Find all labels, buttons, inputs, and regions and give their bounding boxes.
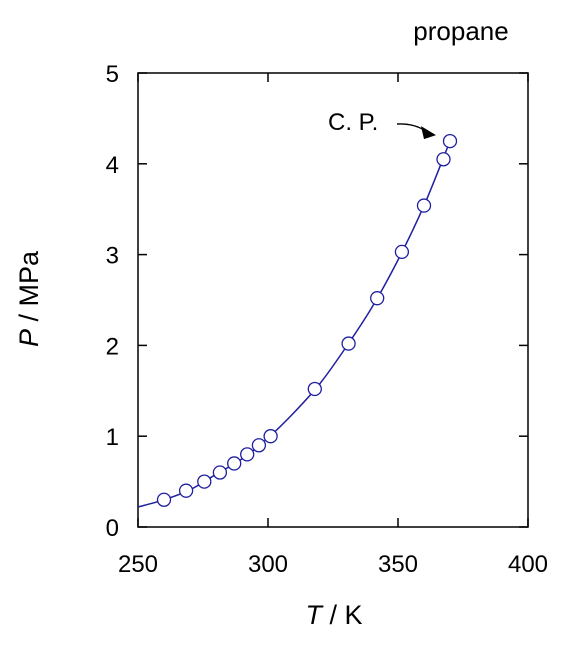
y-tick-label-1: 1 [106, 424, 119, 451]
data-point [227, 456, 242, 471]
data-points [156, 133, 458, 507]
fit-curve [137, 140, 451, 508]
x-tick-label-300: 300 [248, 551, 288, 578]
plot-frame [137, 72, 529, 528]
data-point [240, 447, 255, 462]
y-tick-label-3: 3 [106, 243, 119, 270]
data-point [251, 438, 267, 453]
y-tick-label-4: 4 [106, 152, 119, 179]
x-axis-symbol: T [305, 600, 324, 630]
y-tick-label-5: 5 [106, 61, 119, 88]
axis-ticks [137, 72, 529, 528]
y-axis-unit: / MPa [14, 250, 44, 329]
y-axis-label: P / MPa [14, 250, 44, 347]
x-tick-label-350: 350 [378, 551, 418, 578]
data-point [416, 198, 432, 213]
data-point [263, 429, 278, 444]
y-tick-labels: 0 1 2 3 4 5 [106, 61, 119, 542]
x-axis-label: T / K [305, 600, 362, 630]
y-tick-label-2: 2 [106, 333, 119, 360]
x-tick-label-250: 250 [118, 551, 158, 578]
data-point [394, 244, 410, 260]
plot-area [137, 72, 529, 528]
data-point [178, 483, 194, 498]
data-point [197, 474, 212, 489]
data-point [156, 492, 172, 507]
critical-point-annotation: C. P. [328, 109, 436, 140]
x-axis-unit: / K [322, 600, 363, 630]
critical-point-label: C. P. [328, 109, 378, 136]
x-tick-labels: 250 300 350 400 [118, 551, 548, 578]
data-point [436, 152, 451, 167]
x-tick-label-400: 400 [508, 551, 548, 578]
data-point [212, 465, 228, 480]
chart-title: propane [413, 16, 508, 46]
critical-point-arrowhead [421, 126, 436, 140]
data-point [442, 133, 458, 149]
data-point [341, 336, 356, 351]
data-point [370, 291, 385, 306]
y-tick-label-0: 0 [106, 515, 119, 542]
y-axis-symbol: P [14, 329, 44, 347]
data-point [307, 381, 322, 397]
